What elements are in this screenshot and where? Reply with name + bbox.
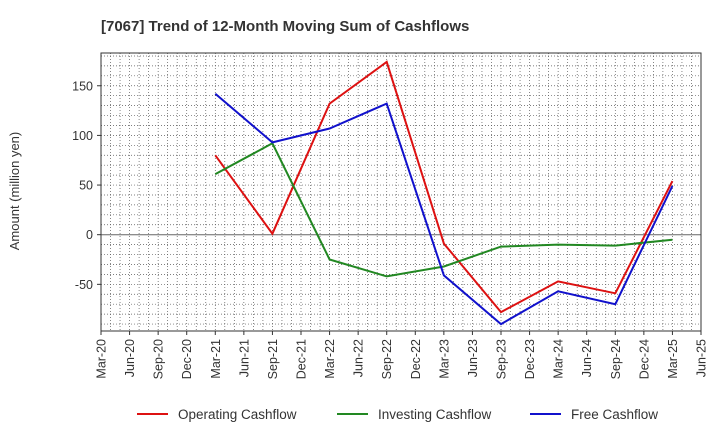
series-line-free-cashflow (214, 92, 674, 326)
x-tick-label: Mar-21 (209, 339, 223, 379)
y-tick-label: -50 (75, 278, 93, 292)
plot-area (100, 52, 702, 332)
x-tick-label: Dec-20 (180, 339, 194, 379)
y-tick-label: 50 (79, 179, 93, 193)
plot-frame (100, 52, 702, 332)
x-axis: Mar-20 Jun-20 Sep-20 Dec-20 Mar-21 Jun-21 Sep-… (95, 331, 709, 379)
x-tick-label: Mar-20 (95, 339, 109, 379)
x-tick-label: Jun-24 (580, 339, 594, 377)
x-tick-label: Mar-24 (552, 339, 566, 379)
y-tick-label: 0 (86, 228, 93, 242)
y-tick-label: 150 (72, 79, 93, 93)
x-tick-label: Jun-25 (695, 339, 709, 377)
x-tick-label: Jun-21 (237, 339, 251, 377)
legend-label-investing-cashflow: Investing Cashflow (378, 407, 492, 422)
x-tick-label: Sep-22 (380, 339, 394, 379)
y-tick-label: 100 (72, 129, 93, 143)
x-tick-label: Dec-24 (637, 339, 651, 379)
x-tick-label: Mar-25 (666, 339, 680, 379)
series-line-investing-cashflow (214, 141, 673, 278)
x-tick-label: Sep-20 (152, 339, 166, 379)
legend: Operating Cashflow Investing Cashflow Free… (137, 407, 658, 422)
y-axis: 150 100 50 0 -50 (72, 79, 101, 292)
legend-label-operating-cashflow: Operating Cashflow (178, 407, 297, 422)
series-line-operating-cashflow (214, 60, 674, 314)
x-tick-label: Mar-23 (437, 339, 451, 379)
chart-title: [7067] Trend of 12-Month Moving Sum of C… (101, 18, 469, 35)
x-tick-label: Dec-23 (523, 339, 537, 379)
x-tick-label: Sep-24 (609, 339, 623, 379)
x-tick-label: Dec-21 (295, 339, 309, 379)
x-tick-label: Jun-22 (352, 339, 366, 377)
series-lines (214, 60, 674, 326)
x-tick-label: Sep-23 (495, 339, 509, 379)
x-tick-label: Sep-21 (266, 339, 280, 379)
x-tick-label: Mar-22 (323, 339, 337, 379)
y-axis-label: Amount (million yen) (7, 132, 22, 251)
x-tick-label: Dec-22 (409, 339, 423, 379)
x-tick-label: Jun-23 (466, 339, 480, 377)
legend-label-free-cashflow: Free Cashflow (571, 407, 658, 422)
x-tick-label: Jun-20 (123, 339, 137, 377)
